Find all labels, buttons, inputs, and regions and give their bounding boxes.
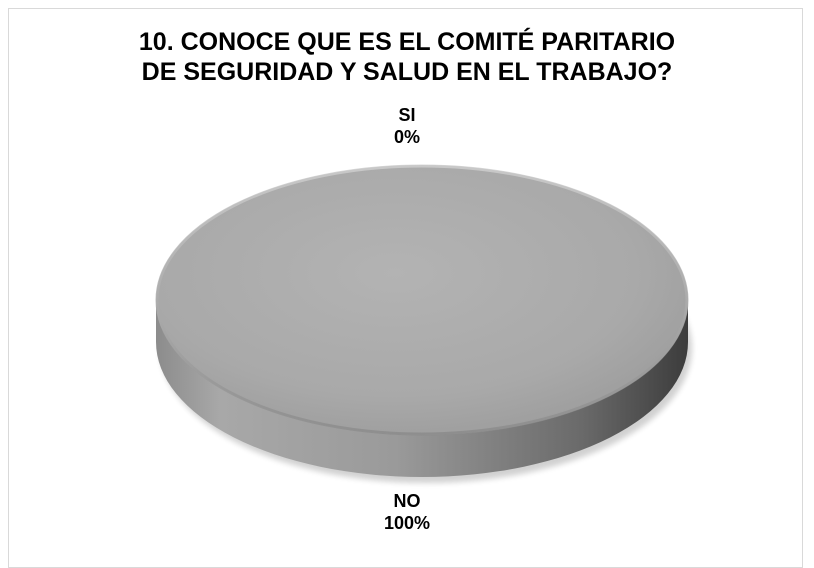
data-label-si: SI 0%	[377, 104, 437, 148]
data-label-no-category: NO	[393, 491, 421, 511]
chart-title-line-2: DE SEGURIDAD Y SALUD EN EL TRABAJO?	[141, 58, 673, 86]
pie-slice-no	[156, 165, 688, 435]
chart-title: 10. CONOCE QUE ES EL COMITÉ PARITARIO DE…	[0, 27, 814, 87]
pie-rim	[155, 164, 689, 436]
pie-chart	[155, 164, 692, 483]
chart-title-line-1: 10. CONOCE QUE ES EL COMITÉ PARITARIO	[138, 28, 676, 56]
data-label-si-value: 0%	[393, 127, 420, 147]
pie-side-wall	[156, 300, 688, 477]
data-label-no-value: 100%	[383, 513, 431, 533]
data-label-si-category: SI	[398, 105, 416, 125]
data-label-no: NO 100%	[367, 490, 447, 534]
